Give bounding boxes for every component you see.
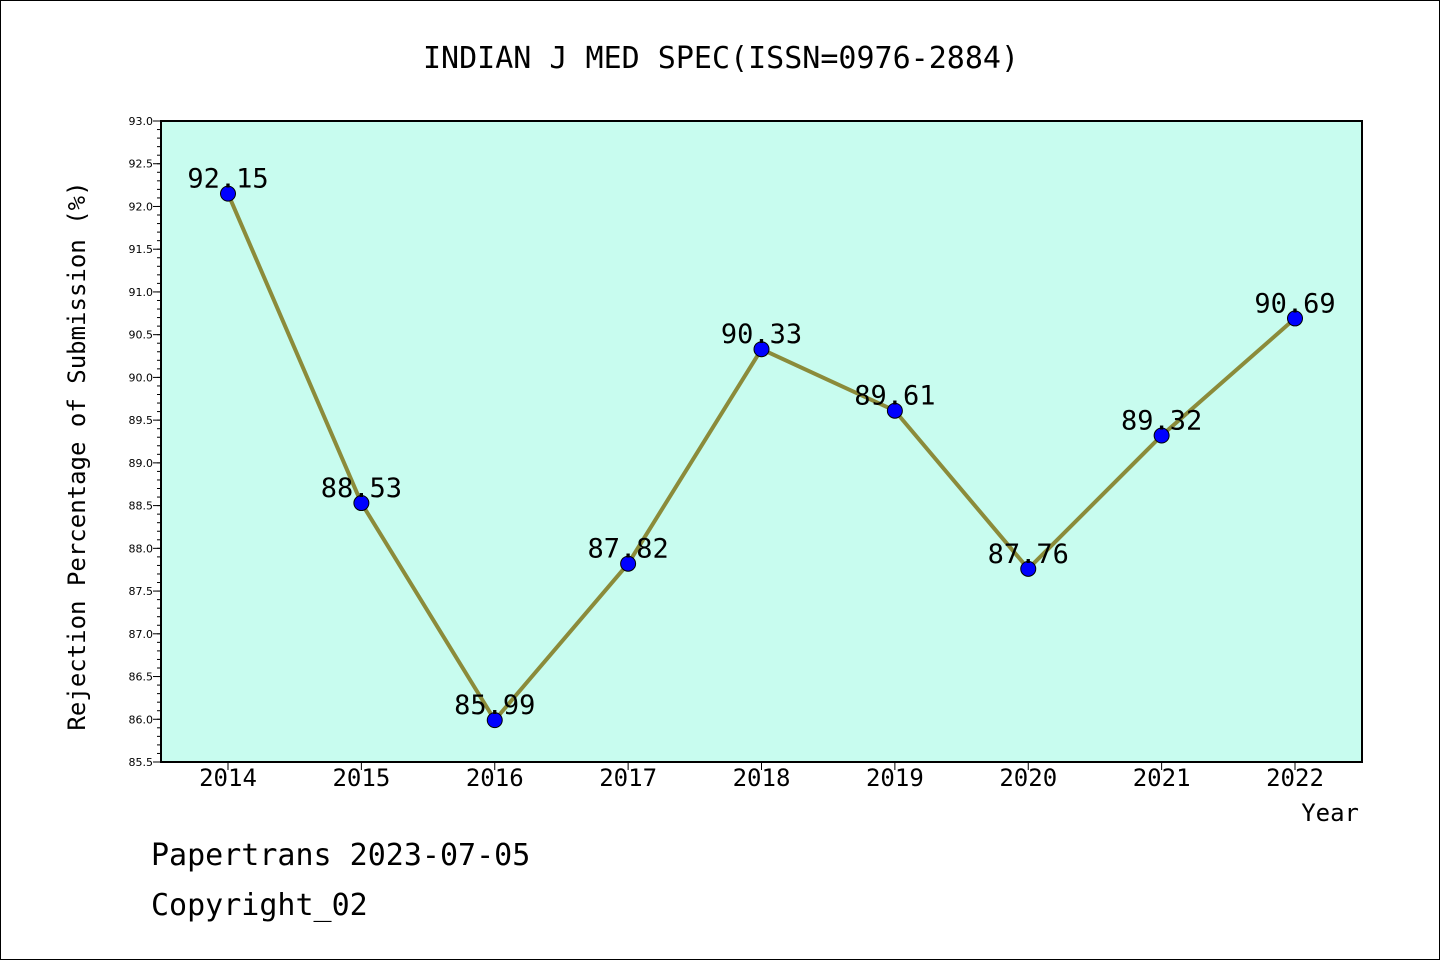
data-point <box>753 341 770 358</box>
data-label: 87.76 <box>988 539 1069 570</box>
x-tick-label: 2014 <box>199 764 257 792</box>
data-point <box>1287 310 1303 327</box>
y-tick-label: 89.5 <box>129 414 154 427</box>
x-tick-label: 2017 <box>599 764 657 792</box>
y-tick-label: 87.0 <box>129 628 154 641</box>
x-axis: 2014 2015 2016 2017 2018 2019 2020 2021 2022 <box>199 762 1324 792</box>
y-tick-label: 88.0 <box>129 542 154 555</box>
data-point <box>620 555 637 572</box>
y-tick-label: 87.5 <box>129 585 154 598</box>
y-tick-label: 92.0 <box>129 200 154 213</box>
x-tick-label: 2020 <box>999 764 1057 792</box>
data-label: 88.53 <box>321 473 402 504</box>
x-tick-label: 2015 <box>332 764 390 792</box>
chart-title: INDIAN J MED SPEC(ISSN=0976-2884) <box>423 41 1019 76</box>
data-label: 90.33 <box>721 319 802 350</box>
data-label: 90.69 <box>1254 288 1335 319</box>
data-label: 89.32 <box>1121 406 1202 437</box>
y-axis: 85.5 86.0 86.5 87.0 87.5 88.0 88.5 89.0 89.5 90.0… <box>129 115 161 769</box>
data-point <box>220 185 236 202</box>
x-tick-label: 2016 <box>466 764 524 792</box>
data-point <box>486 712 503 729</box>
y-tick-label: 90.0 <box>129 371 154 384</box>
y-tick-label: 91.0 <box>129 286 154 299</box>
x-tick-label: 2021 <box>1133 764 1191 792</box>
y-tick-label: 88.5 <box>129 500 154 513</box>
y-tick-label: 93.0 <box>129 115 154 128</box>
series-line-group <box>220 185 1303 729</box>
y-tick-label: 86.0 <box>129 713 154 726</box>
data-point <box>353 495 370 512</box>
y-tick-label: 92.5 <box>129 158 154 171</box>
data-label-group: 92.15 88.53 85.99 87.82 90.33 89.61 87.76 89.32… <box>187 164 1335 721</box>
x-tick-label: 2018 <box>733 764 791 792</box>
y-tick-label: 89.0 <box>129 457 154 470</box>
x-tick-label: 2019 <box>866 764 924 792</box>
data-label: 89.61 <box>854 381 935 412</box>
plot-area <box>160 120 1363 763</box>
data-point <box>886 402 903 419</box>
y-tick-label: 91.5 <box>129 243 154 256</box>
footer-source: Papertrans 2023-07-05 <box>151 838 530 873</box>
y-tick-label: 85.5 <box>129 756 154 769</box>
y-axis-label: Rejection Percentage of Submission (%) <box>63 181 91 730</box>
data-point <box>1020 560 1037 577</box>
y-tick-label: 86.5 <box>129 671 154 684</box>
data-label: 85.99 <box>454 690 535 721</box>
y-tick-label: 90.5 <box>129 329 154 342</box>
data-label: 87.82 <box>587 534 668 565</box>
x-axis-label: Year <box>1301 799 1359 827</box>
data-point <box>1153 427 1170 444</box>
x-tick-label: 2022 <box>1266 764 1324 792</box>
data-label: 92.15 <box>187 164 268 195</box>
footer-copyright: Copyright_02 <box>151 888 368 923</box>
